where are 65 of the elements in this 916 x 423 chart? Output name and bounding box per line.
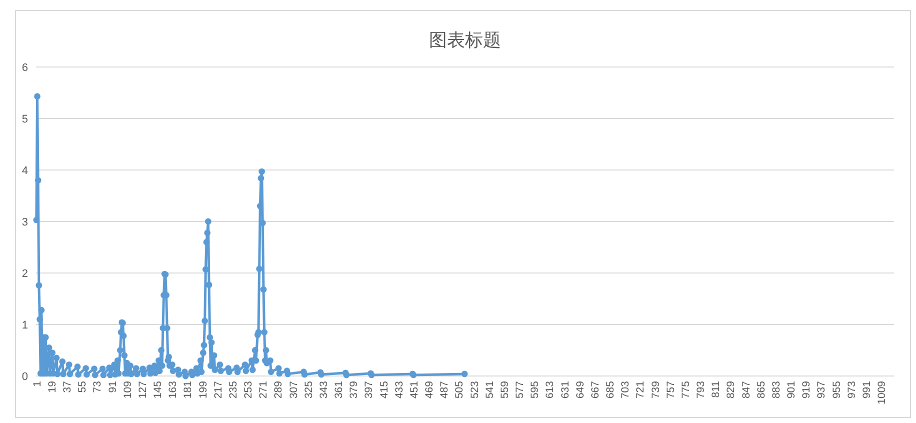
x-tick-label: 19 <box>46 380 58 393</box>
x-tick-label: 451 <box>408 380 420 399</box>
y-tick-label: 2 <box>22 268 28 280</box>
x-tick-label: 631 <box>559 380 572 399</box>
x-tick-label: 487 <box>438 380 451 399</box>
y-tick-label: 0 <box>22 371 28 383</box>
x-tick-label: 559 <box>498 380 511 399</box>
chart-title: 图表标题 <box>429 30 501 50</box>
x-tick-label: 127 <box>136 380 149 399</box>
x-tick-label: 361 <box>333 380 346 399</box>
x-tick-label: 739 <box>650 380 662 399</box>
x-tick-label: 271 <box>258 380 270 399</box>
x-tick-label: 685 <box>604 380 617 399</box>
x-tick-label: 541 <box>484 380 496 399</box>
y-tick-label: 4 <box>22 165 28 177</box>
x-tick-label: 289 <box>272 380 285 399</box>
x-tick-label: 847 <box>740 380 752 399</box>
x-tick-label: 217 <box>212 380 224 399</box>
x-tick-label: 397 <box>363 380 376 399</box>
x-tick-label: 1009 <box>876 380 888 404</box>
x-tick-label: 109 <box>122 380 134 399</box>
x-tick-label: 829 <box>725 380 738 399</box>
x-tick-label: 415 <box>378 380 390 399</box>
x-tick-label: 37 <box>62 380 74 393</box>
x-tick-label: 667 <box>589 380 602 399</box>
x-tick-label: 379 <box>348 380 360 399</box>
x-tick-label: 757 <box>664 380 677 399</box>
x-tick-label: 523 <box>468 380 481 399</box>
x-tick-label: 325 <box>302 380 315 399</box>
x-tick-label: 55 <box>76 380 89 393</box>
x-tick-label: 235 <box>227 380 240 399</box>
x-tick-label: 181 <box>182 380 194 399</box>
x-tick-label: 919 <box>800 380 813 399</box>
x-tick-label: 973 <box>846 380 858 399</box>
x-tick-label: 469 <box>424 380 436 399</box>
x-tick-label: 865 <box>755 380 768 399</box>
x-tick-label: 613 <box>544 380 556 399</box>
y-tick-label: 5 <box>22 114 28 126</box>
x-tick-label: 253 <box>242 380 255 399</box>
x-tick-label: 937 <box>816 380 828 399</box>
x-tick-label: 595 <box>529 380 542 399</box>
x-tick-label: 343 <box>318 380 330 399</box>
x-tick-label: 73 <box>92 380 104 393</box>
x-tick-label: 811 <box>710 380 722 398</box>
x-tick-label: 1 <box>31 380 44 387</box>
x-tick-label: 703 <box>620 380 632 399</box>
x-tick-label: 991 <box>860 380 873 399</box>
x-tick-label: 577 <box>514 380 526 399</box>
x-tick-label: 505 <box>454 380 466 399</box>
x-tick-label: 793 <box>695 380 708 399</box>
x-tick-label: 955 <box>830 380 843 399</box>
x-tick-label: 721 <box>634 380 647 399</box>
x-tick-label: 91 <box>106 380 119 393</box>
x-tick-label: 775 <box>680 380 692 399</box>
x-tick-label: 433 <box>393 380 406 399</box>
y-tick-label: 3 <box>22 216 28 228</box>
x-tick-label: 901 <box>786 380 798 399</box>
y-tick-label: 6 <box>22 62 28 74</box>
x-tick-label: 163 <box>167 380 180 399</box>
x-tick-label: 883 <box>770 380 782 399</box>
x-tick-label: 145 <box>152 380 164 399</box>
x-tick-label: 199 <box>197 380 210 399</box>
y-tick-label: 1 <box>22 320 28 332</box>
x-tick-label: 307 <box>288 380 300 399</box>
x-tick-label: 649 <box>574 380 586 399</box>
